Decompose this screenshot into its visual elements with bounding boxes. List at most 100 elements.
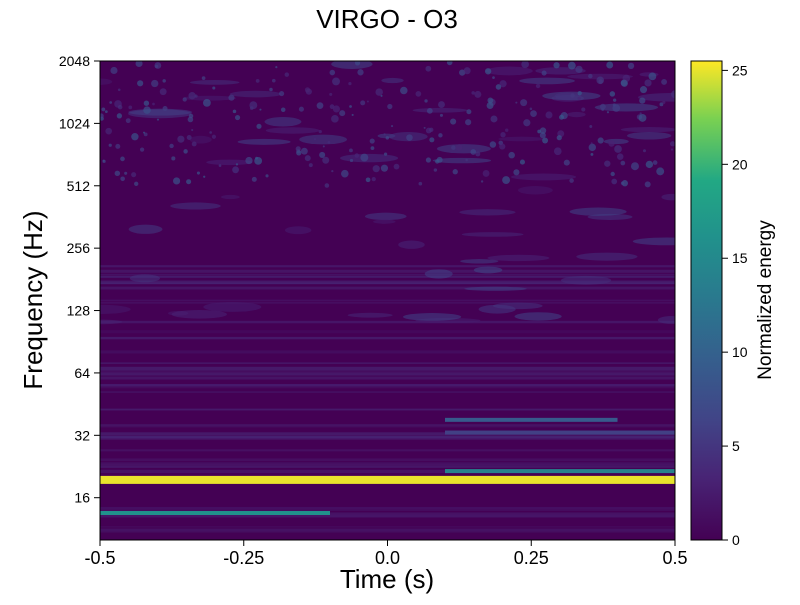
texture-blob <box>432 157 492 164</box>
texture-speck <box>162 106 168 112</box>
texture-blob <box>331 61 373 69</box>
texture-speck <box>429 137 435 143</box>
texture-speck <box>390 125 394 128</box>
texture-speck <box>349 158 354 163</box>
texture-speck <box>251 176 257 182</box>
texture-speck <box>480 180 484 183</box>
texture-speck <box>380 164 389 172</box>
texture-speck <box>383 152 388 156</box>
texture-band <box>100 432 675 436</box>
texture-speck <box>568 61 576 70</box>
texture-speck <box>125 118 131 124</box>
texture-speck <box>275 66 278 69</box>
texture-band <box>100 362 675 364</box>
texture-speck <box>371 177 376 182</box>
colorbar-tick-label: 25 <box>732 62 748 78</box>
texture-speck <box>186 179 192 185</box>
texture-speck <box>308 163 313 168</box>
texture-speck <box>254 156 263 165</box>
texture-speck <box>423 126 426 129</box>
x-axis: -0.5 -0.25 0.0 0.25 0.5 <box>84 540 688 568</box>
texture-speck <box>201 76 206 80</box>
texture-speck <box>588 143 597 152</box>
texture-blob <box>402 313 462 321</box>
texture-speck <box>616 153 624 160</box>
texture-speck <box>433 168 438 172</box>
texture-band <box>100 372 675 376</box>
texture-band <box>100 386 675 389</box>
texture-speck <box>556 135 562 141</box>
texture-blob <box>170 202 221 210</box>
texture-speck <box>553 96 556 99</box>
texture-speck <box>319 151 326 158</box>
texture-speck <box>104 110 108 114</box>
texture-band <box>100 366 675 371</box>
texture-speck <box>465 119 472 126</box>
texture-speck <box>644 79 652 87</box>
texture-speck <box>627 62 635 70</box>
texture-speck <box>446 61 453 66</box>
texture-speck <box>354 61 361 66</box>
texture-speck <box>124 171 128 175</box>
texture-speck <box>271 78 276 83</box>
texture-speck <box>508 151 515 159</box>
texture-blob <box>485 66 533 76</box>
texture-speck <box>100 113 104 119</box>
texture-speck <box>620 79 628 87</box>
texture-speck <box>332 105 340 113</box>
texture-speck <box>606 61 614 69</box>
texture-speck <box>505 128 509 132</box>
texture-band <box>100 383 675 387</box>
texture-speck <box>316 102 324 109</box>
texture-speck <box>162 79 166 83</box>
texture-blob <box>264 117 302 127</box>
texture-blob <box>473 266 503 274</box>
texture-speck <box>639 86 648 94</box>
texture-speck <box>599 103 606 110</box>
texture-speck <box>259 108 262 111</box>
texture-speck <box>300 147 308 155</box>
texture-speck <box>670 141 675 147</box>
texture-speck <box>387 103 393 110</box>
texture-speck <box>610 171 615 177</box>
texture-speck <box>484 68 492 75</box>
texture-speck <box>115 143 121 149</box>
texture-speck <box>523 119 531 127</box>
texture-speck <box>101 107 106 112</box>
texture-blob <box>632 237 675 246</box>
texture-speck <box>245 156 253 165</box>
texture-speck <box>120 156 125 162</box>
texture-speck <box>235 163 239 166</box>
texture-speck <box>232 109 237 114</box>
texture-speck <box>108 143 112 147</box>
texture-speck <box>265 174 269 178</box>
texture-speck <box>470 149 477 155</box>
texture-speck <box>232 166 239 174</box>
x-tick-label: -0.25 <box>223 548 264 568</box>
texture-speck <box>324 183 330 188</box>
texture-speck <box>284 72 290 77</box>
texture-speck <box>196 171 200 175</box>
texture-band <box>100 302 675 304</box>
texture-band <box>100 525 675 528</box>
energy-features <box>100 417 675 515</box>
texture-speck <box>255 79 260 83</box>
colorbar: 0 5 10 15 20 25 Normalized energy <box>690 60 776 548</box>
texture-speck <box>173 177 181 185</box>
colorbar-tick-label: 10 <box>732 344 748 360</box>
texture-band <box>100 514 675 518</box>
texture-speck <box>450 118 457 125</box>
texture-speck <box>590 152 594 156</box>
texture-speck <box>609 91 616 97</box>
texture-speck <box>393 163 400 170</box>
texture-speck <box>117 104 123 110</box>
plot-area <box>100 61 675 540</box>
texture-speck <box>269 87 273 92</box>
texture-speck <box>406 134 413 141</box>
texture-band <box>100 286 675 290</box>
texture-band <box>100 299 675 302</box>
texture-speck <box>671 90 675 99</box>
texture-blob <box>229 90 282 98</box>
texture-speck <box>612 103 616 107</box>
texture-speck <box>639 112 642 115</box>
